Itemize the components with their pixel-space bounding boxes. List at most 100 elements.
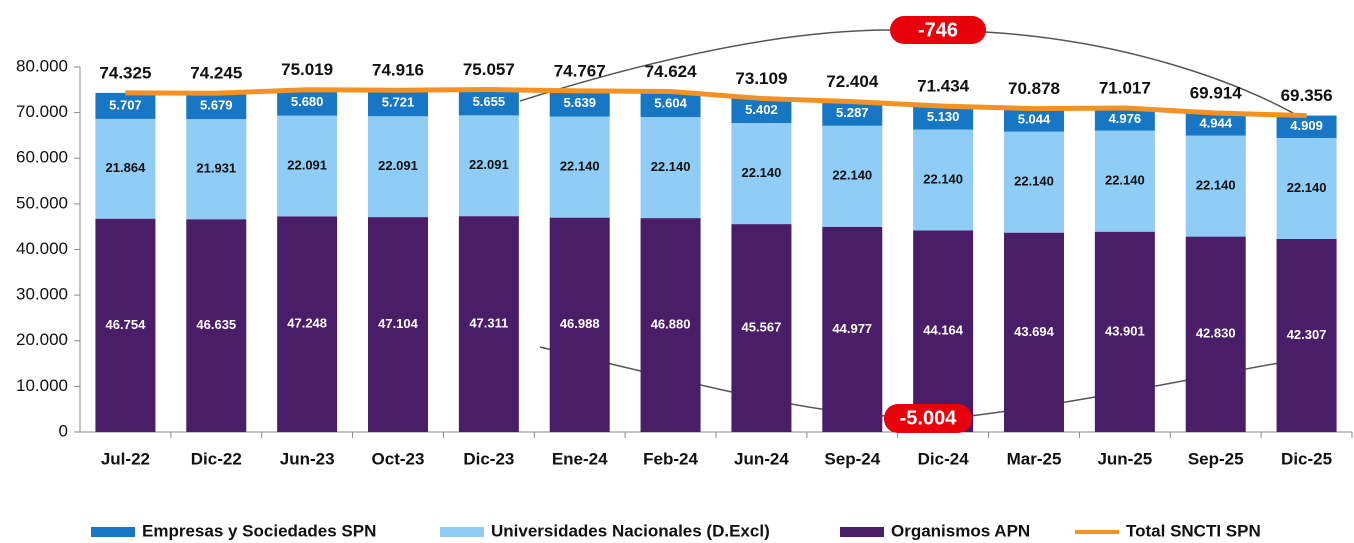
- x-tick-label: Dic-25: [1281, 449, 1332, 468]
- bar-segment: [1004, 232, 1064, 432]
- value-label: 5.680: [291, 94, 324, 109]
- value-label: 4.909: [1290, 118, 1323, 133]
- y-tick-label: 0: [59, 421, 68, 440]
- x-tick-label: Jun-25: [1097, 449, 1152, 468]
- plot: 0 10.000 20.000 30.000 40.000 50.000 60.000 70.…: [16, 56, 1353, 468]
- value-label: 5.639: [563, 95, 596, 110]
- bar-segment: [95, 218, 156, 432]
- y-tick-label: 80.000: [16, 56, 68, 75]
- value-label: 5.402: [745, 102, 778, 117]
- legend-swatch: [440, 527, 484, 537]
- total-label: 69.914: [1190, 84, 1243, 103]
- x-tick-label: Feb-24: [643, 449, 698, 468]
- x-tick-label: Dic-24: [918, 449, 970, 468]
- total-label: 70.878: [1008, 79, 1060, 98]
- bar-segment: [731, 98, 792, 124]
- value-label: 21.931: [196, 161, 236, 176]
- value-label: 22.140: [923, 171, 963, 186]
- bar-segment: [1004, 108, 1064, 132]
- bar-segment: [822, 226, 883, 432]
- bar-segment: [1276, 137, 1337, 239]
- bar-segment: [822, 101, 883, 126]
- total-label: 74.325: [99, 63, 151, 82]
- value-label: 22.091: [378, 158, 418, 173]
- value-label: 5.707: [109, 97, 142, 112]
- total-label: 74.245: [190, 64, 242, 83]
- value-label: 47.248: [287, 316, 327, 331]
- y-tick-label: 10.000: [16, 376, 68, 395]
- y-tick-label: 20.000: [16, 330, 68, 349]
- value-label: 4.976: [1109, 111, 1142, 126]
- value-label: 22.091: [287, 157, 327, 172]
- y-tick-label: 50.000: [16, 193, 68, 212]
- value-label: 44.977: [832, 321, 872, 336]
- bar-segment: [1276, 115, 1337, 138]
- total-label: 74.767: [554, 61, 606, 80]
- total-label: 69.356: [1281, 86, 1333, 105]
- value-label: 22.140: [742, 165, 782, 180]
- bar-segment: [458, 216, 519, 432]
- value-label: 21.864: [106, 160, 147, 175]
- value-label: 45.567: [742, 319, 782, 334]
- x-tick-label: Jun-23: [280, 449, 335, 468]
- bar-segment: [913, 230, 974, 432]
- value-label: 5.287: [836, 105, 869, 120]
- annotation-badge: [890, 16, 986, 44]
- bar-segment: [640, 91, 701, 118]
- x-tick-label: Ene-24: [552, 449, 608, 468]
- bar-segment: [1004, 131, 1064, 233]
- bar-segment: [549, 116, 610, 218]
- annotation-badge: [884, 404, 972, 433]
- bar-segment: [277, 115, 338, 217]
- bar-segment: [458, 89, 519, 116]
- annotation: -5.004: [900, 407, 958, 429]
- value-label: 46.635: [196, 317, 236, 332]
- total-label: 73.109: [735, 69, 787, 88]
- value-label: 22.140: [1196, 178, 1236, 193]
- value-label: 44.164: [923, 323, 964, 338]
- x-tick-label: Oct-23: [372, 449, 425, 468]
- bar-segment: [731, 123, 792, 225]
- total-label: 74.916: [372, 61, 424, 80]
- bar-segment: [95, 92, 156, 119]
- value-label: 47.311: [469, 316, 508, 331]
- value-label: 22.140: [560, 159, 600, 174]
- value-label: 22.140: [1287, 180, 1327, 195]
- bar-segment: [368, 116, 428, 218]
- bar-segment: [640, 218, 701, 432]
- bar-segment: [277, 216, 338, 432]
- x-tick-label: Jun-24: [734, 449, 789, 468]
- bar-segment: [95, 118, 156, 219]
- bar-segment: [640, 117, 701, 219]
- legend-swatch: [91, 527, 135, 537]
- bar-segment: [913, 129, 974, 231]
- value-label: 47.104: [378, 316, 419, 331]
- bar-segment: [822, 125, 883, 227]
- value-label: 4.944: [1199, 116, 1232, 131]
- y-tick-label: 70.000: [16, 102, 68, 121]
- value-label: 22.140: [1105, 173, 1145, 188]
- x-tick-label: Dic-22: [191, 449, 242, 468]
- legend-label: Organismos APN: [891, 521, 1030, 540]
- legend-swatch: [840, 527, 884, 537]
- bar-segment: [458, 115, 519, 217]
- value-label: 5.655: [473, 94, 506, 109]
- y-tick-label: 30.000: [16, 285, 68, 304]
- bar-segment: [186, 119, 247, 220]
- value-label: 43.694: [1014, 324, 1055, 339]
- bar-segment: [368, 90, 428, 117]
- total-label: 75.057: [463, 60, 515, 79]
- total-label: 74.624: [645, 62, 698, 81]
- value-label: 22.140: [1014, 174, 1054, 189]
- bar-segment: [1276, 238, 1337, 432]
- bar-segment: [549, 217, 610, 432]
- value-label: 5.130: [927, 109, 960, 124]
- value-label: 46.754: [106, 317, 147, 332]
- annotation-curve: [984, 31, 1313, 125]
- value-label: 22.140: [832, 168, 872, 183]
- bar-segment: [368, 217, 428, 432]
- value-label: 46.880: [651, 316, 691, 331]
- x-tick-label: Mar-25: [1007, 449, 1062, 468]
